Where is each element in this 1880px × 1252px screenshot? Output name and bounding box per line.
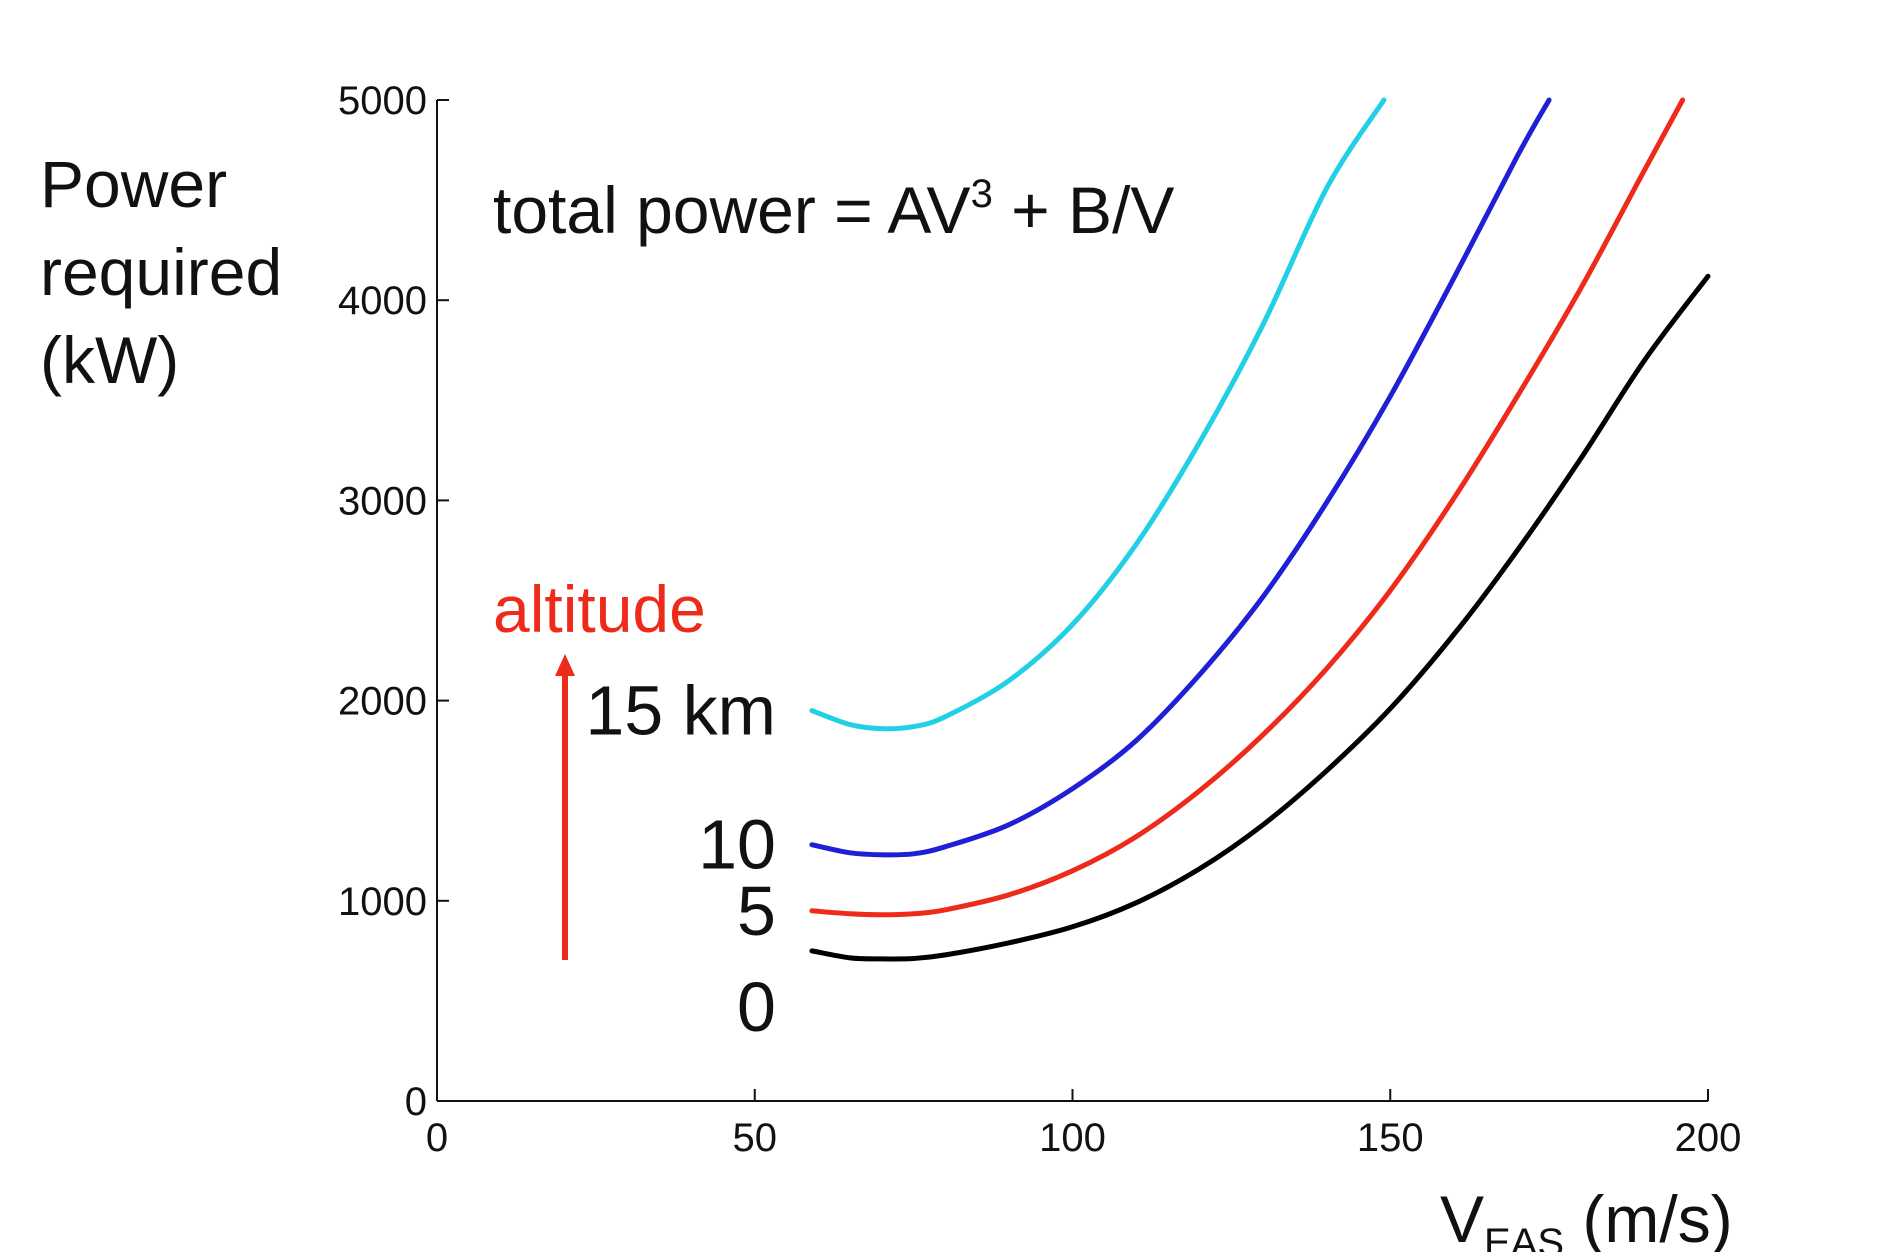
y-tick-label: 3000 <box>338 479 427 523</box>
x-axis-label-main: V <box>1440 1182 1484 1252</box>
series-label-1: 5 <box>737 872 776 950</box>
y-axis-label-line-2: required <box>40 235 282 309</box>
series-line-2 <box>809 97 1552 858</box>
x-tick-label: 200 <box>1675 1116 1742 1160</box>
x-tick-label: 0 <box>426 1116 448 1160</box>
x-tick-label: 100 <box>1039 1116 1106 1160</box>
series-line-0 <box>809 273 1711 962</box>
x-axis-label-subscript: EAS <box>1484 1221 1564 1252</box>
altitude-arrow-head <box>555 654 575 676</box>
y-tick-label: 4000 <box>338 279 427 323</box>
series-label-3: 15 km <box>585 672 776 750</box>
y-tick-label: 5000 <box>338 79 427 123</box>
y-tick-label: 0 <box>405 1080 427 1124</box>
series-label-2: 10 <box>698 806 776 884</box>
y-axis-label-line-3: (kW) <box>40 323 179 397</box>
x-axis-label-rest: (m/s) <box>1564 1182 1733 1252</box>
formula-annotation: total power = AV3 + B/V <box>493 172 1174 247</box>
series-line-3 <box>809 97 1387 732</box>
formula-suffix: + B/V <box>993 173 1175 247</box>
series-label-0: 0 <box>737 968 776 1046</box>
y-axis-label: Power required (kW) <box>40 147 301 397</box>
x-tick-label: 50 <box>733 1116 778 1160</box>
x-tick-label: 150 <box>1357 1116 1424 1160</box>
series-layer <box>809 97 1711 962</box>
series-labels: 0 510 15 km <box>585 672 776 1046</box>
series-line-1 <box>809 97 1686 918</box>
y-axis-label-line-1: Power <box>40 147 227 221</box>
formula-prefix: total power = AV <box>493 173 971 247</box>
y-tick-label: 2000 <box>338 680 427 724</box>
altitude-annotation: altitude <box>493 572 706 646</box>
formula-superscript: 3 <box>971 172 993 216</box>
y-tick-label: 1000 <box>338 880 427 924</box>
x-axis-label: VEAS (m/s) <box>1440 1182 1733 1252</box>
